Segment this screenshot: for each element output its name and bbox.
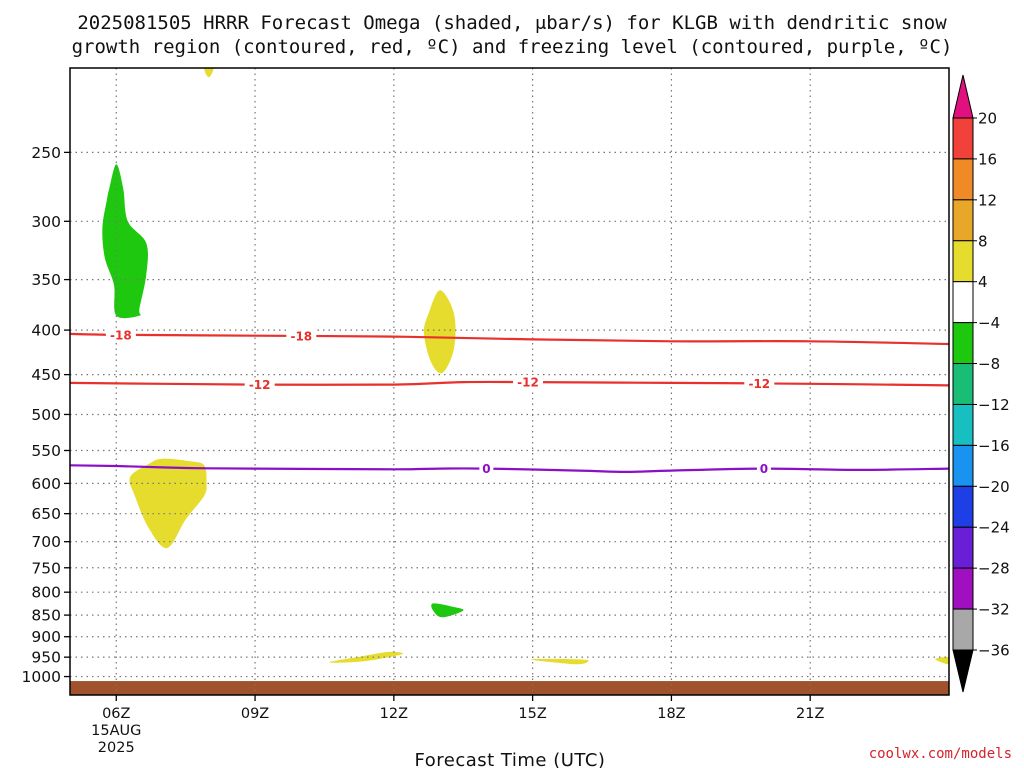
colorbar-label-11: −28 [978, 560, 1010, 578]
colorbar-label-7: −12 [978, 396, 1010, 414]
colorbar-label-6: −8 [978, 355, 1000, 373]
y-tick-label-450: 450 [31, 366, 61, 384]
y-tick-label-350: 350 [31, 271, 61, 289]
colorbar-label-1: 16 [978, 150, 997, 168]
x-tick-label-06Z: 06Z [102, 706, 130, 722]
x-tick-sublabel-06Z-0: 15AUG [91, 723, 141, 739]
y-axis-ticks: 250 300 350 400 450 500 550 600 650 700 750 800 850 9… [22, 144, 70, 686]
colorbar-bin-10 [952, 526, 974, 569]
colorbar-label-8: −16 [978, 437, 1010, 455]
colorbar-top-arrow [952, 74, 974, 119]
y-tick-label-900: 900 [31, 628, 61, 646]
colorbar-label-0: 20 [978, 110, 997, 128]
freezing-level-0-label-bg-0 [479, 461, 494, 476]
colorbar-bin-0 [952, 117, 974, 160]
colorbar-label-4: 4 [978, 273, 988, 291]
colorbar-bin-12 [952, 608, 974, 651]
ground-fill [70, 681, 949, 695]
y-tick-label-600: 600 [31, 475, 61, 493]
colorbar-bin-6 [952, 363, 974, 405]
x-tick-label-15Z: 15Z [518, 706, 546, 722]
colorbar-bin-1 [952, 158, 974, 201]
dgz-minus-12-label-bg-0 [244, 377, 275, 392]
dgz-minus-18-line [70, 332, 949, 346]
omega-sink-950-b [531, 658, 589, 665]
x-axis-title: Forecast Time (UTC) [415, 750, 606, 768]
colorbar-bin-2 [952, 199, 974, 242]
dgz-minus-12-label-1: -12 [517, 376, 539, 390]
omega-rise-850 [431, 603, 464, 618]
y-tick-label-850: 850 [31, 607, 61, 625]
y-tick-label-500: 500 [31, 406, 61, 424]
dgz-minus-12-label-2: -12 [748, 377, 770, 391]
plot-area: -18 -18 -12 -12 -12 0 0 [69, 67, 950, 696]
freezing-level-0-label-bg-1 [756, 461, 771, 476]
colorbar-bin-9 [952, 485, 974, 528]
colorbar-bin-3 [952, 240, 974, 283]
y-tick-label-1000: 1000 [22, 668, 61, 686]
omega-sink-600 [129, 458, 207, 549]
omega-rise-upper-left [102, 164, 148, 319]
y-tick-label-750: 750 [31, 559, 61, 577]
colorbar-label-13: −36 [978, 642, 1010, 660]
freezing-level-0-label-0: 0 [482, 462, 490, 476]
y-tick-label-550: 550 [31, 442, 61, 460]
contour-lines: -18 -18 -12 -12 -12 0 0 [70, 327, 949, 476]
omega-shading [102, 68, 949, 665]
x-tick-label-12Z: 12Z [380, 706, 408, 722]
y-tick-label-400: 400 [31, 322, 61, 340]
dgz-minus-12-label-bg-1 [513, 375, 544, 390]
colorbar-bin-7 [952, 403, 974, 446]
colorbar-bin-8 [952, 444, 974, 487]
credit-text: coolwx.com/models [869, 746, 1012, 762]
colorbar-bin-4 [952, 281, 974, 324]
colorbar-label-9: −20 [978, 478, 1010, 496]
chart-title-line-2: growth region (contoured, red, ºC) and f… [72, 36, 953, 58]
freezing-level-0-label-1: 0 [760, 462, 768, 476]
x-tick-label-09Z: 09Z [241, 706, 269, 722]
y-tick-label-800: 800 [31, 584, 61, 602]
colorbar-bin-5 [952, 322, 974, 365]
plot-frame [69, 67, 950, 696]
dgz-minus-12-line [70, 380, 949, 387]
omega-sink-400 [423, 290, 456, 374]
dgz-minus-18-label-0: -18 [110, 328, 132, 342]
dgz-minus-18-label-1: -18 [290, 330, 312, 344]
x-tick-label-18Z: 18Z [657, 706, 685, 722]
x-tick-sublabel-06Z-1: 2025 [98, 740, 135, 756]
colorbar: 20 16 12 8 4 −4 −8 −12 −16 −20 −24 −28 −32 −36 [952, 74, 1010, 693]
dgz-minus-12-label-bg-2 [744, 376, 775, 391]
colorbar-label-12: −32 [978, 601, 1010, 619]
dgz-minus-12-label-0: -12 [249, 378, 271, 392]
colorbar-label-3: 8 [978, 232, 988, 250]
y-tick-label-300: 300 [31, 213, 61, 231]
omega-sink-top-cap [204, 68, 214, 78]
colorbar-bottom-arrow [952, 649, 974, 693]
colorbar-bin-11 [952, 567, 974, 610]
dgz-minus-18-label-bg-0 [105, 327, 136, 342]
y-tick-label-950: 950 [31, 649, 61, 667]
ground-surface [70, 681, 949, 695]
colorbar-label-2: 12 [978, 191, 997, 209]
dgz-minus-18-label-bg-1 [286, 329, 317, 344]
y-tick-label-250: 250 [31, 144, 61, 162]
y-tick-label-650: 650 [31, 505, 61, 523]
chart-title-line-1: 2025081505 HRRR Forecast Omega (shaded, … [77, 12, 947, 34]
omega-sink-950-a [329, 651, 404, 663]
y-tick-label-700: 700 [31, 533, 61, 551]
omega-sink-950-c [935, 656, 949, 665]
colorbar-label-5: −4 [978, 314, 1000, 332]
x-tick-label-21Z: 21Z [796, 706, 824, 722]
colorbar-label-10: −24 [978, 519, 1010, 537]
